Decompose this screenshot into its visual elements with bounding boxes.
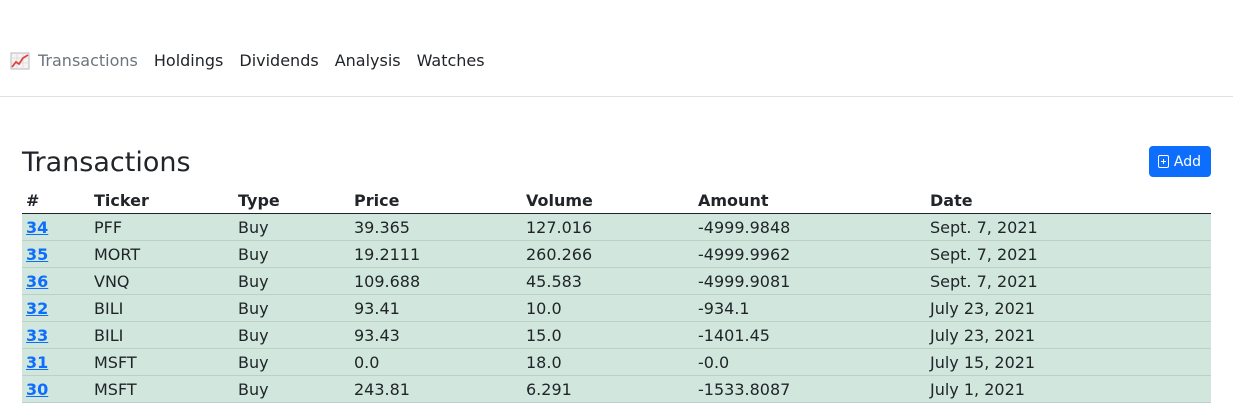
transaction-id-link[interactable]: 34 (26, 217, 49, 237)
transaction-id-link[interactable]: 32 (26, 298, 49, 318)
cell-price: 109.688 (354, 267, 526, 295)
cell-amount: -4999.9081 (698, 267, 930, 295)
cell-type: Buy (238, 267, 354, 295)
cell-volume: 18.0 (526, 348, 698, 376)
cell-ticker: MORT (94, 240, 238, 268)
table-row: 36 VNQ Buy 109.688 45.583 -4999.9081 Sep… (22, 267, 1211, 295)
cell-date: July 23, 2021 (930, 321, 1211, 349)
table-row: 34 PFF Buy 39.365 127.016 -4999.9848 Sep… (22, 213, 1211, 241)
cell-volume: 6.291 (526, 375, 698, 403)
table-row: 33 BILI Buy 93.43 15.0 -1401.45 July 23,… (22, 321, 1211, 349)
plus-square-icon (1157, 155, 1169, 168)
cell-amount: -4999.9962 (698, 240, 930, 268)
cell-date: July 15, 2021 (930, 348, 1211, 376)
cell-id: 30 (22, 375, 94, 403)
column-header-id: # (22, 187, 94, 214)
transaction-id-link[interactable]: 30 (26, 379, 49, 399)
cell-type: Buy (238, 240, 354, 268)
nav-link-holdings[interactable]: Holdings (153, 51, 224, 70)
chart-increasing-icon (10, 51, 30, 71)
table-row: 30 MSFT Buy 243.81 6.291 -1533.8087 July… (22, 375, 1211, 403)
cell-price: 39.365 (354, 213, 526, 241)
nav-link-analysis[interactable]: Analysis (334, 51, 401, 70)
cell-amount: -1533.8087 (698, 375, 930, 403)
cell-ticker: VNQ (94, 267, 238, 295)
table-row: 31 MSFT Buy 0.0 18.0 -0.0 July 15, 2021 (22, 348, 1211, 376)
cell-volume: 10.0 (526, 294, 698, 322)
cell-volume: 127.016 (526, 213, 698, 241)
cell-id: 34 (22, 213, 94, 241)
nav-brand-label: Transactions (38, 51, 138, 70)
cell-ticker: BILI (94, 321, 238, 349)
cell-price: 93.43 (354, 321, 526, 349)
column-header-date[interactable]: Date (930, 187, 1211, 214)
transactions-table: # Ticker Type Price Volume Amount Date 3… (22, 187, 1211, 403)
table-row: 32 BILI Buy 93.41 10.0 -934.1 July 23, 2… (22, 294, 1211, 322)
nav-brand-transactions[interactable]: Transactions (10, 50, 138, 72)
cell-type: Buy (238, 213, 354, 241)
cell-date: July 23, 2021 (930, 294, 1211, 322)
cell-type: Buy (238, 294, 354, 322)
cell-price: 0.0 (354, 348, 526, 376)
cell-amount: -4999.9848 (698, 213, 930, 241)
nav-link-dividends[interactable]: Dividends (239, 51, 319, 70)
cell-date: July 1, 2021 (930, 375, 1211, 403)
navbar: Transactions Holdings Dividends Analysis… (0, 0, 1233, 97)
transaction-id-link[interactable]: 31 (26, 352, 49, 372)
nav-link-watches[interactable]: Watches (416, 51, 485, 70)
cell-volume: 260.266 (526, 240, 698, 268)
cell-volume: 15.0 (526, 321, 698, 349)
column-header-type[interactable]: Type (238, 187, 354, 214)
cell-ticker: MSFT (94, 375, 238, 403)
cell-amount: -0.0 (698, 348, 930, 376)
cell-ticker: BILI (94, 294, 238, 322)
cell-id: 35 (22, 240, 94, 268)
cell-amount: -1401.45 (698, 321, 930, 349)
column-header-ticker[interactable]: Ticker (94, 187, 238, 214)
cell-id: 31 (22, 348, 94, 376)
column-header-price[interactable]: Price (354, 187, 526, 214)
column-header-volume[interactable]: Volume (526, 187, 698, 214)
add-button[interactable]: Add (1148, 146, 1211, 177)
table-header-row: # Ticker Type Price Volume Amount Date (22, 187, 1211, 214)
transaction-id-link[interactable]: 33 (26, 325, 49, 345)
page-title: Transactions (22, 147, 191, 178)
nav-menu: Transactions Holdings Dividends Analysis… (10, 50, 501, 72)
transaction-id-link[interactable]: 36 (26, 271, 49, 291)
cell-date: Sept. 7, 2021 (930, 267, 1211, 295)
cell-price: 19.2111 (354, 240, 526, 268)
cell-date: Sept. 7, 2021 (930, 240, 1211, 268)
cell-price: 93.41 (354, 294, 526, 322)
cell-id: 33 (22, 321, 94, 349)
cell-ticker: PFF (94, 213, 238, 241)
cell-id: 36 (22, 267, 94, 295)
column-header-amount[interactable]: Amount (698, 187, 930, 214)
add-button-label: Add (1173, 153, 1201, 170)
table-row: 35 MORT Buy 19.2111 260.266 -4999.9962 S… (22, 240, 1211, 268)
cell-type: Buy (238, 321, 354, 349)
cell-amount: -934.1 (698, 294, 930, 322)
cell-price: 243.81 (354, 375, 526, 403)
transaction-id-link[interactable]: 35 (26, 244, 49, 264)
cell-type: Buy (238, 375, 354, 403)
cell-type: Buy (238, 348, 354, 376)
cell-id: 32 (22, 294, 94, 322)
cell-date: Sept. 7, 2021 (930, 213, 1211, 241)
cell-ticker: MSFT (94, 348, 238, 376)
cell-volume: 45.583 (526, 267, 698, 295)
